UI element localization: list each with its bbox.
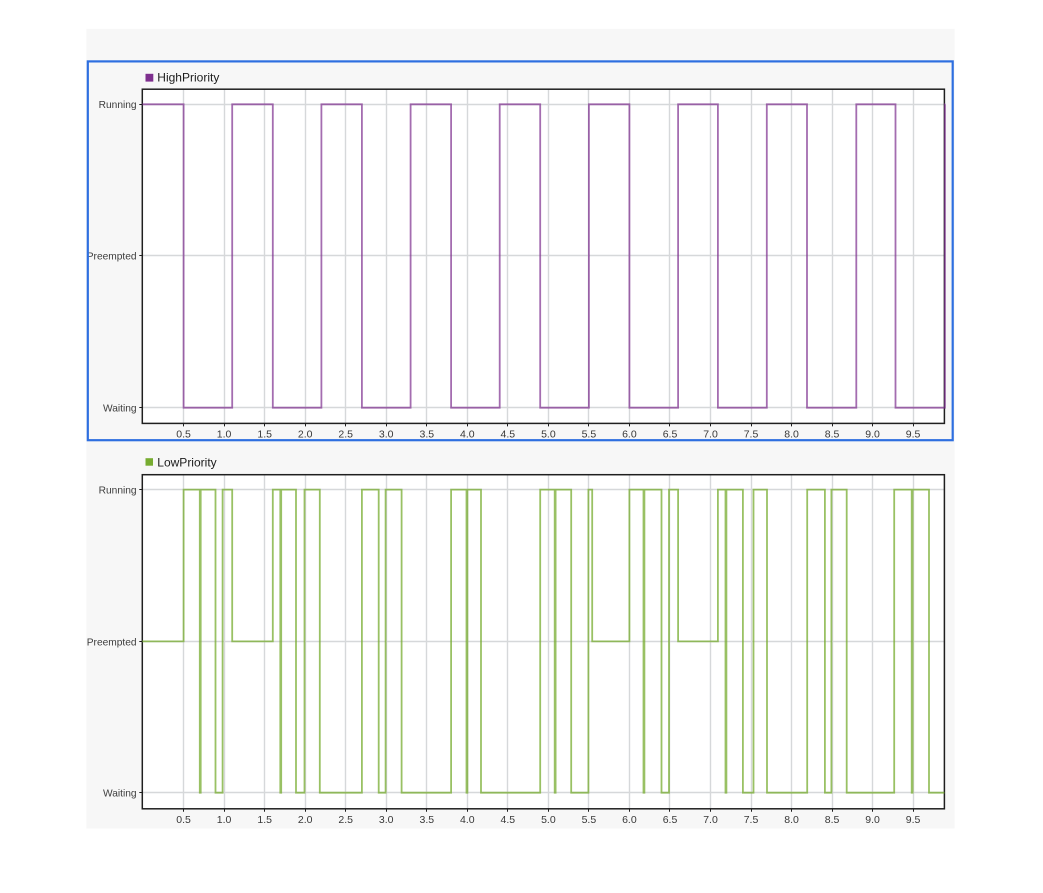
svg-text:8.0: 8.0 xyxy=(784,428,799,440)
svg-text:9.0: 9.0 xyxy=(865,814,880,826)
svg-text:4.5: 4.5 xyxy=(500,428,515,440)
svg-text:1.0: 1.0 xyxy=(217,428,232,440)
svg-text:3.0: 3.0 xyxy=(379,814,394,826)
svg-text:Waiting: Waiting xyxy=(103,404,137,415)
svg-text:7.0: 7.0 xyxy=(703,428,718,440)
svg-text:6.5: 6.5 xyxy=(663,428,678,440)
svg-text:2.5: 2.5 xyxy=(338,428,353,440)
svg-text:9.0: 9.0 xyxy=(865,428,880,440)
svg-text:7.0: 7.0 xyxy=(703,814,718,826)
svg-text:5.5: 5.5 xyxy=(582,814,597,826)
svg-text:4.0: 4.0 xyxy=(460,428,475,440)
svg-text:6.0: 6.0 xyxy=(622,814,637,826)
svg-text:1.5: 1.5 xyxy=(257,814,272,826)
svg-text:8.5: 8.5 xyxy=(825,428,840,440)
svg-text:Waiting: Waiting xyxy=(103,789,137,800)
svg-text:1.5: 1.5 xyxy=(257,428,272,440)
svg-text:8.5: 8.5 xyxy=(825,814,840,826)
svg-text:2.0: 2.0 xyxy=(298,428,313,440)
svg-text:2.0: 2.0 xyxy=(298,814,313,826)
svg-text:Running: Running xyxy=(99,486,137,497)
svg-text:HighPriority: HighPriority xyxy=(157,71,219,85)
svg-text:0.5: 0.5 xyxy=(176,428,191,440)
svg-text:3.5: 3.5 xyxy=(419,428,434,440)
svg-text:LowPriority: LowPriority xyxy=(157,456,216,470)
svg-text:9.5: 9.5 xyxy=(906,428,921,440)
svg-text:7.5: 7.5 xyxy=(744,428,759,440)
svg-text:7.5: 7.5 xyxy=(744,814,759,826)
svg-text:4.0: 4.0 xyxy=(460,814,475,826)
svg-text:6.5: 6.5 xyxy=(663,814,678,826)
svg-text:8.0: 8.0 xyxy=(784,814,799,826)
svg-text:3.5: 3.5 xyxy=(419,814,434,826)
svg-text:Preempted: Preempted xyxy=(87,252,137,263)
svg-text:1.0: 1.0 xyxy=(217,814,232,826)
svg-text:4.5: 4.5 xyxy=(500,814,515,826)
svg-text:6.0: 6.0 xyxy=(622,428,637,440)
svg-text:5.0: 5.0 xyxy=(541,428,556,440)
svg-text:9.5: 9.5 xyxy=(906,814,921,826)
svg-text:Running: Running xyxy=(99,100,137,111)
svg-text:0.5: 0.5 xyxy=(176,814,191,826)
svg-text:5.5: 5.5 xyxy=(582,428,597,440)
svg-text:Preempted: Preempted xyxy=(87,637,137,648)
svg-text:5.0: 5.0 xyxy=(541,814,556,826)
svg-text:2.5: 2.5 xyxy=(338,814,353,826)
svg-text:3.0: 3.0 xyxy=(379,428,394,440)
